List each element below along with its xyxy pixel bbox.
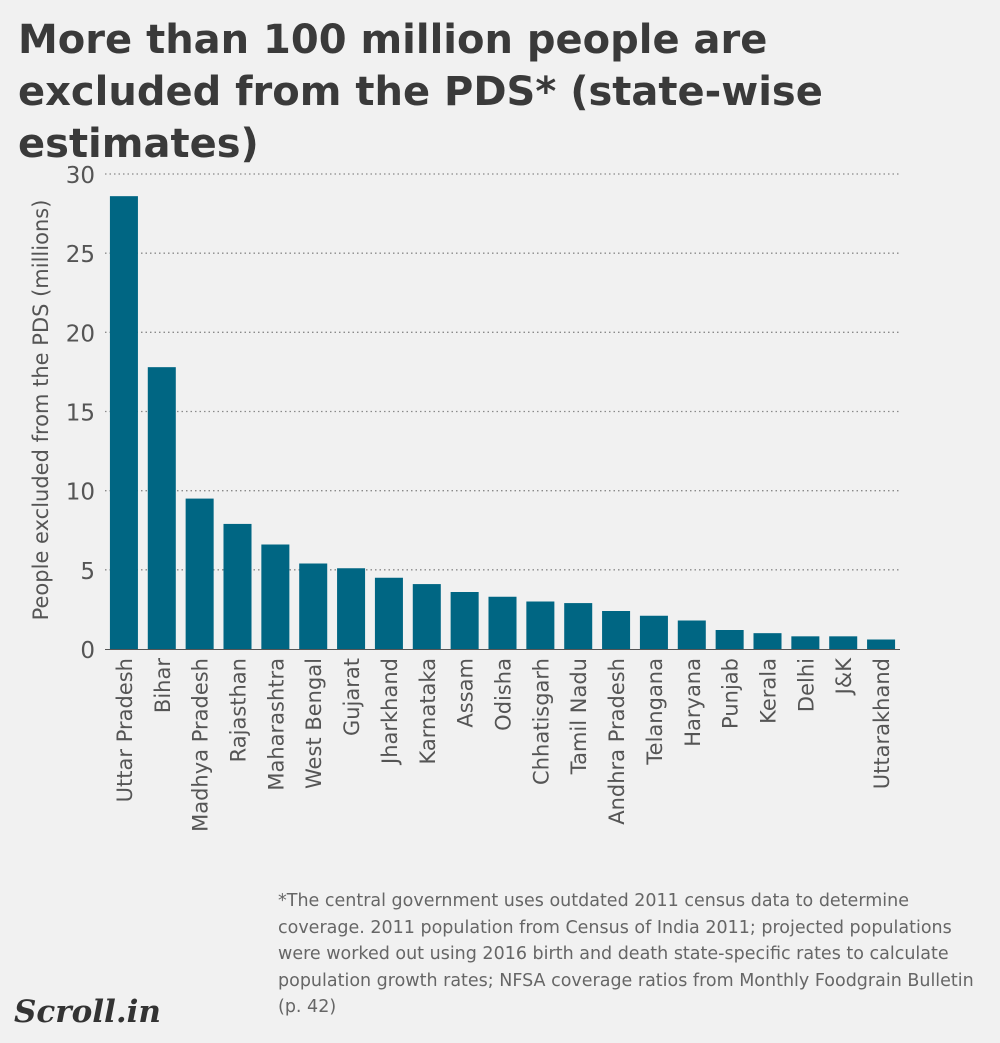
bar xyxy=(488,596,517,649)
y-tick-label: 30 xyxy=(66,163,95,189)
x-tick-label: Assam xyxy=(454,658,478,728)
x-tick-label: Uttar Pradesh xyxy=(113,658,137,802)
chart-title: More than 100 million people are exclude… xyxy=(18,17,823,167)
bar xyxy=(564,603,593,649)
x-tick-label: West Bengal xyxy=(302,658,326,789)
gridlines xyxy=(105,173,900,571)
x-tick-label: Kerala xyxy=(757,658,781,724)
bar xyxy=(185,498,214,649)
brand-logo: Scroll.in xyxy=(14,994,161,1030)
x-tick-label: Madhya Pradesh xyxy=(189,658,213,832)
bar xyxy=(261,544,290,649)
y-tick-label: 0 xyxy=(80,638,95,664)
x-tick-label: Telangana xyxy=(643,658,667,766)
x-axis-tick-labels: Uttar Pradesh Bihar Madhya Pradesh Rajastha… xyxy=(113,657,894,832)
bar xyxy=(829,636,858,649)
bars xyxy=(109,196,896,649)
bar xyxy=(639,615,668,649)
bar xyxy=(299,563,328,649)
x-tick-label: Karnataka xyxy=(416,658,440,764)
x-tick-label: Tamil Nadu xyxy=(567,658,591,775)
y-axis-ticks: 0 5 10 15 20 25 30 xyxy=(66,163,95,664)
footnote: *The central government uses outdated 20… xyxy=(278,891,974,1017)
y-tick-label: 20 xyxy=(66,321,95,347)
bar xyxy=(223,523,252,649)
y-axis-label: People excluded from the PDS (millions) xyxy=(29,200,53,621)
bar xyxy=(412,584,441,649)
x-tick-label: Jharkhand xyxy=(378,658,402,766)
bar xyxy=(791,636,820,649)
x-tick-label: Haryana xyxy=(681,658,705,747)
bar xyxy=(867,639,896,649)
y-tick-label: 25 xyxy=(66,242,95,268)
bar xyxy=(753,633,782,649)
bar xyxy=(715,630,744,649)
x-tick-label: J&K xyxy=(832,657,856,697)
x-tick-label: Maharashtra xyxy=(264,658,288,791)
bar xyxy=(526,601,555,649)
x-tick-label: Punjab xyxy=(719,658,743,729)
y-tick-label: 10 xyxy=(66,480,95,506)
x-tick-label: Bihar xyxy=(151,658,175,713)
x-tick-label: Chhatisgarh xyxy=(529,658,553,785)
x-tick-label: Gujarat xyxy=(340,658,364,736)
bar xyxy=(337,568,366,649)
x-tick-label: Andhra Pradesh xyxy=(605,658,629,825)
x-tick-label: Uttarakhand xyxy=(870,658,894,789)
x-tick-label: Rajasthan xyxy=(227,658,251,762)
y-tick-label: 5 xyxy=(80,559,95,585)
bar xyxy=(374,577,403,649)
bar xyxy=(677,620,706,649)
x-tick-label: Odisha xyxy=(492,658,516,731)
bar xyxy=(147,367,176,649)
y-tick-label: 15 xyxy=(66,401,95,427)
bar xyxy=(450,592,479,649)
bar xyxy=(602,611,631,649)
x-tick-label: Delhi xyxy=(794,658,818,712)
bar xyxy=(109,196,138,649)
